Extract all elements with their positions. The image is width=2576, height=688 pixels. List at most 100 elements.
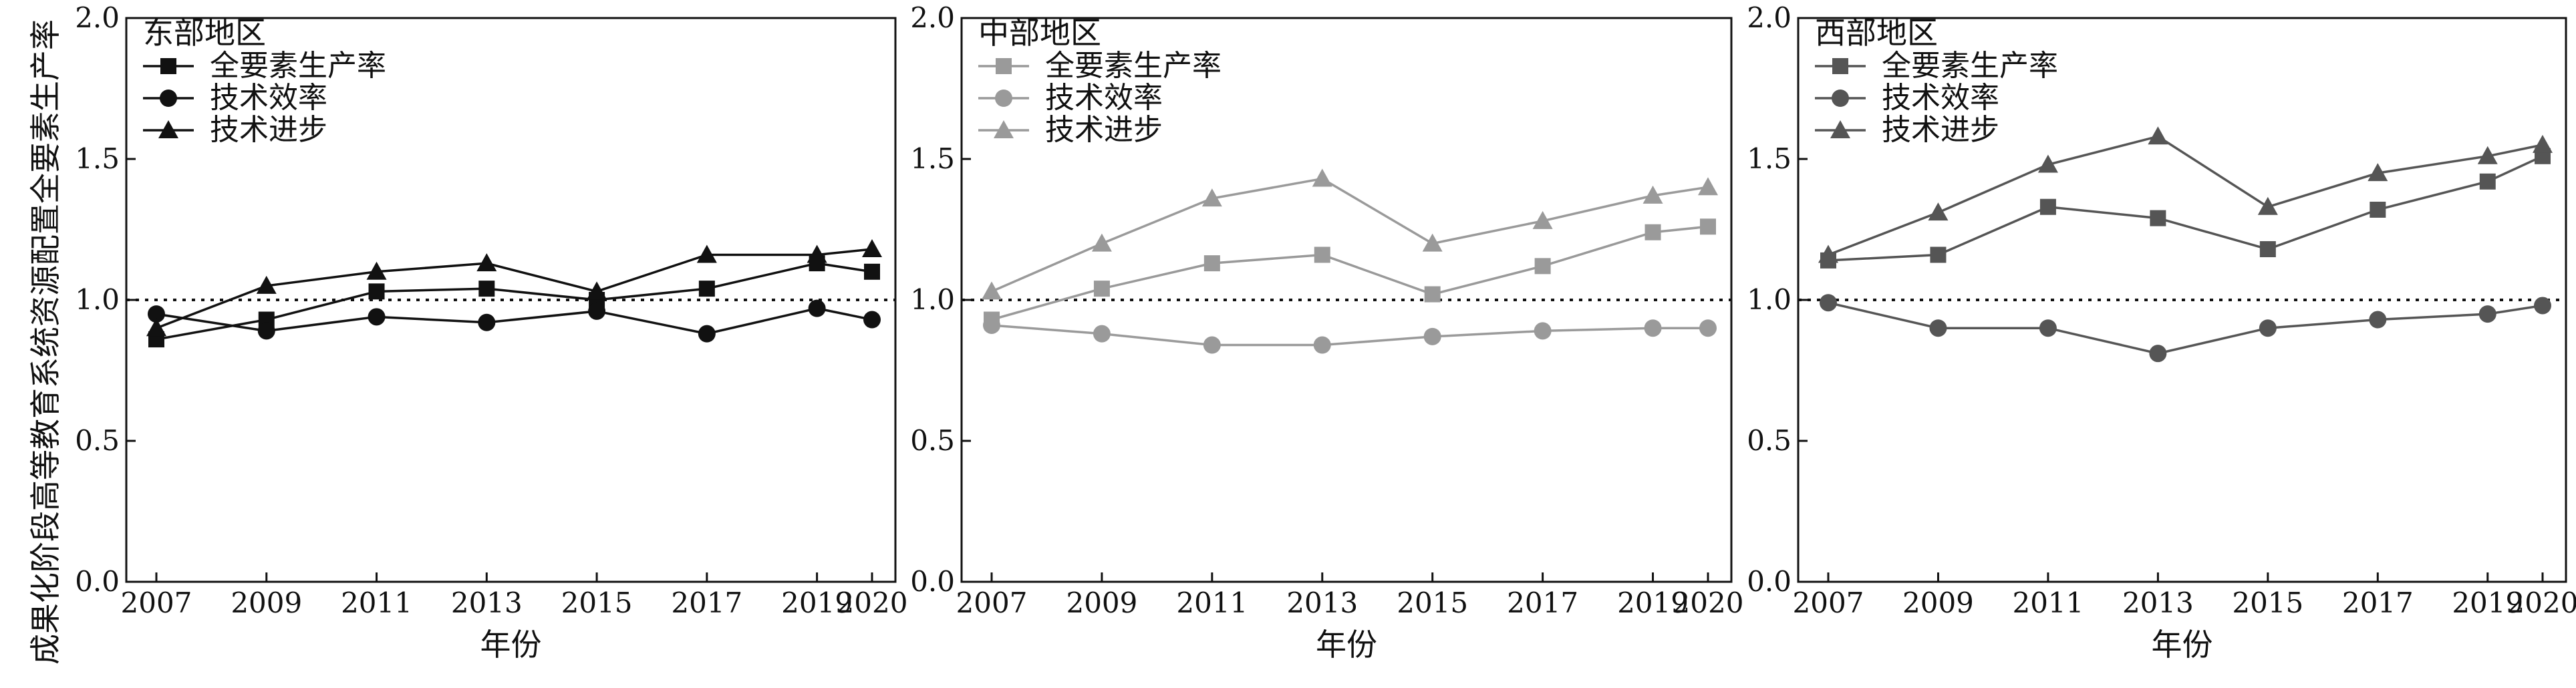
data-point-circle xyxy=(2259,319,2277,337)
x-tick-label: 2020 xyxy=(1673,586,1744,619)
legend-marker-circle xyxy=(160,90,177,107)
data-point-circle xyxy=(368,308,386,326)
x-tick-label: 2011 xyxy=(2012,586,2084,619)
legend-label: 全要素生产率 xyxy=(1882,49,2058,83)
x-tick-label: 2009 xyxy=(1066,586,1137,619)
panel-1: 0.0 0.5 1.0 1.5 2.0 2007 2009 2011 2013 2015 2017 2… xyxy=(75,1,907,663)
series-line-circle xyxy=(1828,301,2543,355)
data-point-circle xyxy=(257,322,275,340)
data-point-square xyxy=(2479,173,2496,190)
data-point-triangle xyxy=(2037,154,2058,173)
data-point-triangle xyxy=(476,253,497,272)
data-point-triangle xyxy=(1818,244,1838,263)
data-point-triangle xyxy=(1928,202,1949,221)
legend-marker-circle xyxy=(995,90,1012,107)
series-line-circle xyxy=(156,307,873,335)
y-tick-label: 0.0 xyxy=(1747,565,1792,598)
legend-label: 全要素生产率 xyxy=(210,49,386,83)
x-axis-title: 年份 xyxy=(2152,627,2213,663)
data-point-circle xyxy=(148,305,165,323)
data-point-square xyxy=(1534,258,1551,275)
data-point-triangle xyxy=(982,281,1002,300)
y-tick-label: 1.5 xyxy=(910,142,955,175)
legend-marker-square xyxy=(1832,58,1848,74)
data-point-circle xyxy=(1093,325,1111,343)
data-point-square xyxy=(1203,255,1220,272)
series-line-triangle xyxy=(991,177,1709,293)
x-tick-label: 2013 xyxy=(2122,586,2194,619)
y-tick-label: 2.0 xyxy=(75,1,120,34)
data-point-square xyxy=(2039,198,2056,215)
x-tick-label: 2015 xyxy=(2232,586,2303,619)
y-tick-label: 2.0 xyxy=(910,1,955,34)
data-point-circle xyxy=(863,311,881,329)
data-point-square xyxy=(2150,210,2166,226)
y-tick-label: 2.0 xyxy=(1747,1,1792,34)
y-tick-label: 0.5 xyxy=(75,424,120,457)
data-point-circle xyxy=(1534,322,1552,340)
data-point-square xyxy=(2259,241,2276,258)
y-tick-label: 1.0 xyxy=(910,283,955,316)
data-point-circle xyxy=(808,299,826,317)
data-point-square xyxy=(1930,246,1947,263)
data-point-circle xyxy=(2369,311,2387,329)
data-point-triangle xyxy=(696,244,717,263)
data-point-triangle xyxy=(1201,188,1222,207)
x-tick-label: 2009 xyxy=(1902,586,1974,619)
x-tick-label: 2017 xyxy=(671,586,742,619)
data-point-triangle xyxy=(1642,185,1663,204)
legend-label: 技术效率 xyxy=(210,81,327,115)
series-line-square xyxy=(991,225,1709,321)
data-point-circle xyxy=(2534,297,2551,315)
data-point-square xyxy=(1700,218,1716,235)
data-point-triangle xyxy=(587,281,607,300)
data-point-square xyxy=(1314,246,1330,263)
panel-3: 0.0 0.5 1.0 1.5 2.0 2007 2009 2011 2013 2015 2017 2… xyxy=(1747,1,2576,663)
data-point-triangle xyxy=(2148,126,2168,145)
legend-label: 技术效率 xyxy=(1045,81,1163,115)
data-point-triangle xyxy=(366,261,387,280)
data-point-circle xyxy=(698,325,716,343)
data-point-triangle xyxy=(1698,177,1718,196)
data-point-triangle xyxy=(146,318,166,337)
y-tick-label: 0.0 xyxy=(75,565,120,598)
data-point-circle xyxy=(1929,319,1947,337)
x-tick-label: 2013 xyxy=(451,586,523,619)
legend-marker-triangle xyxy=(1830,120,1850,138)
x-tick-label: 2019 xyxy=(2452,586,2523,619)
x-tick-label: 2007 xyxy=(956,586,1028,619)
data-point-circle xyxy=(1203,336,1221,354)
x-tick-label: 2013 xyxy=(1286,586,1358,619)
y-tick-label: 1.5 xyxy=(1747,142,1792,175)
legend-label: 全要素生产率 xyxy=(1045,49,1222,83)
y-tick-label: 1.0 xyxy=(1747,283,1792,316)
panels: 0.0 0.5 1.0 1.5 2.0 2007 2009 2011 2013 2015 2017 2… xyxy=(75,1,2576,663)
data-point-circle xyxy=(2149,345,2167,363)
series-line-square xyxy=(1828,155,2543,262)
series-line-circle xyxy=(991,324,1708,347)
region-title: 中部地区 xyxy=(978,15,1101,51)
data-point-square xyxy=(1093,281,1110,297)
y-tick-label: 0.5 xyxy=(910,424,955,457)
data-point-circle xyxy=(1423,327,1441,345)
y-axis-title: 成果化阶段高等教育系统资源配置全要素生产率 xyxy=(27,19,63,665)
data-point-circle xyxy=(588,302,606,320)
legend-marker-square xyxy=(160,58,176,74)
region-title: 东部地区 xyxy=(143,15,266,51)
x-tick-label: 2007 xyxy=(121,586,192,619)
data-point-circle xyxy=(2039,319,2057,337)
data-point-triangle xyxy=(1091,233,1112,252)
data-point-circle xyxy=(1820,294,1837,312)
x-axis-title: 年份 xyxy=(1316,627,1377,663)
series-line-triangle xyxy=(156,248,873,329)
data-point-triangle xyxy=(1312,168,1332,187)
legend-label: 技术进步 xyxy=(1045,113,1163,147)
data-point-triangle xyxy=(256,275,277,294)
data-point-triangle xyxy=(807,244,827,263)
data-point-square xyxy=(478,281,495,297)
data-point-square xyxy=(698,281,715,297)
data-point-triangle xyxy=(862,239,882,258)
x-tick-label: 2019 xyxy=(1617,586,1689,619)
data-point-triangle xyxy=(1422,233,1443,252)
